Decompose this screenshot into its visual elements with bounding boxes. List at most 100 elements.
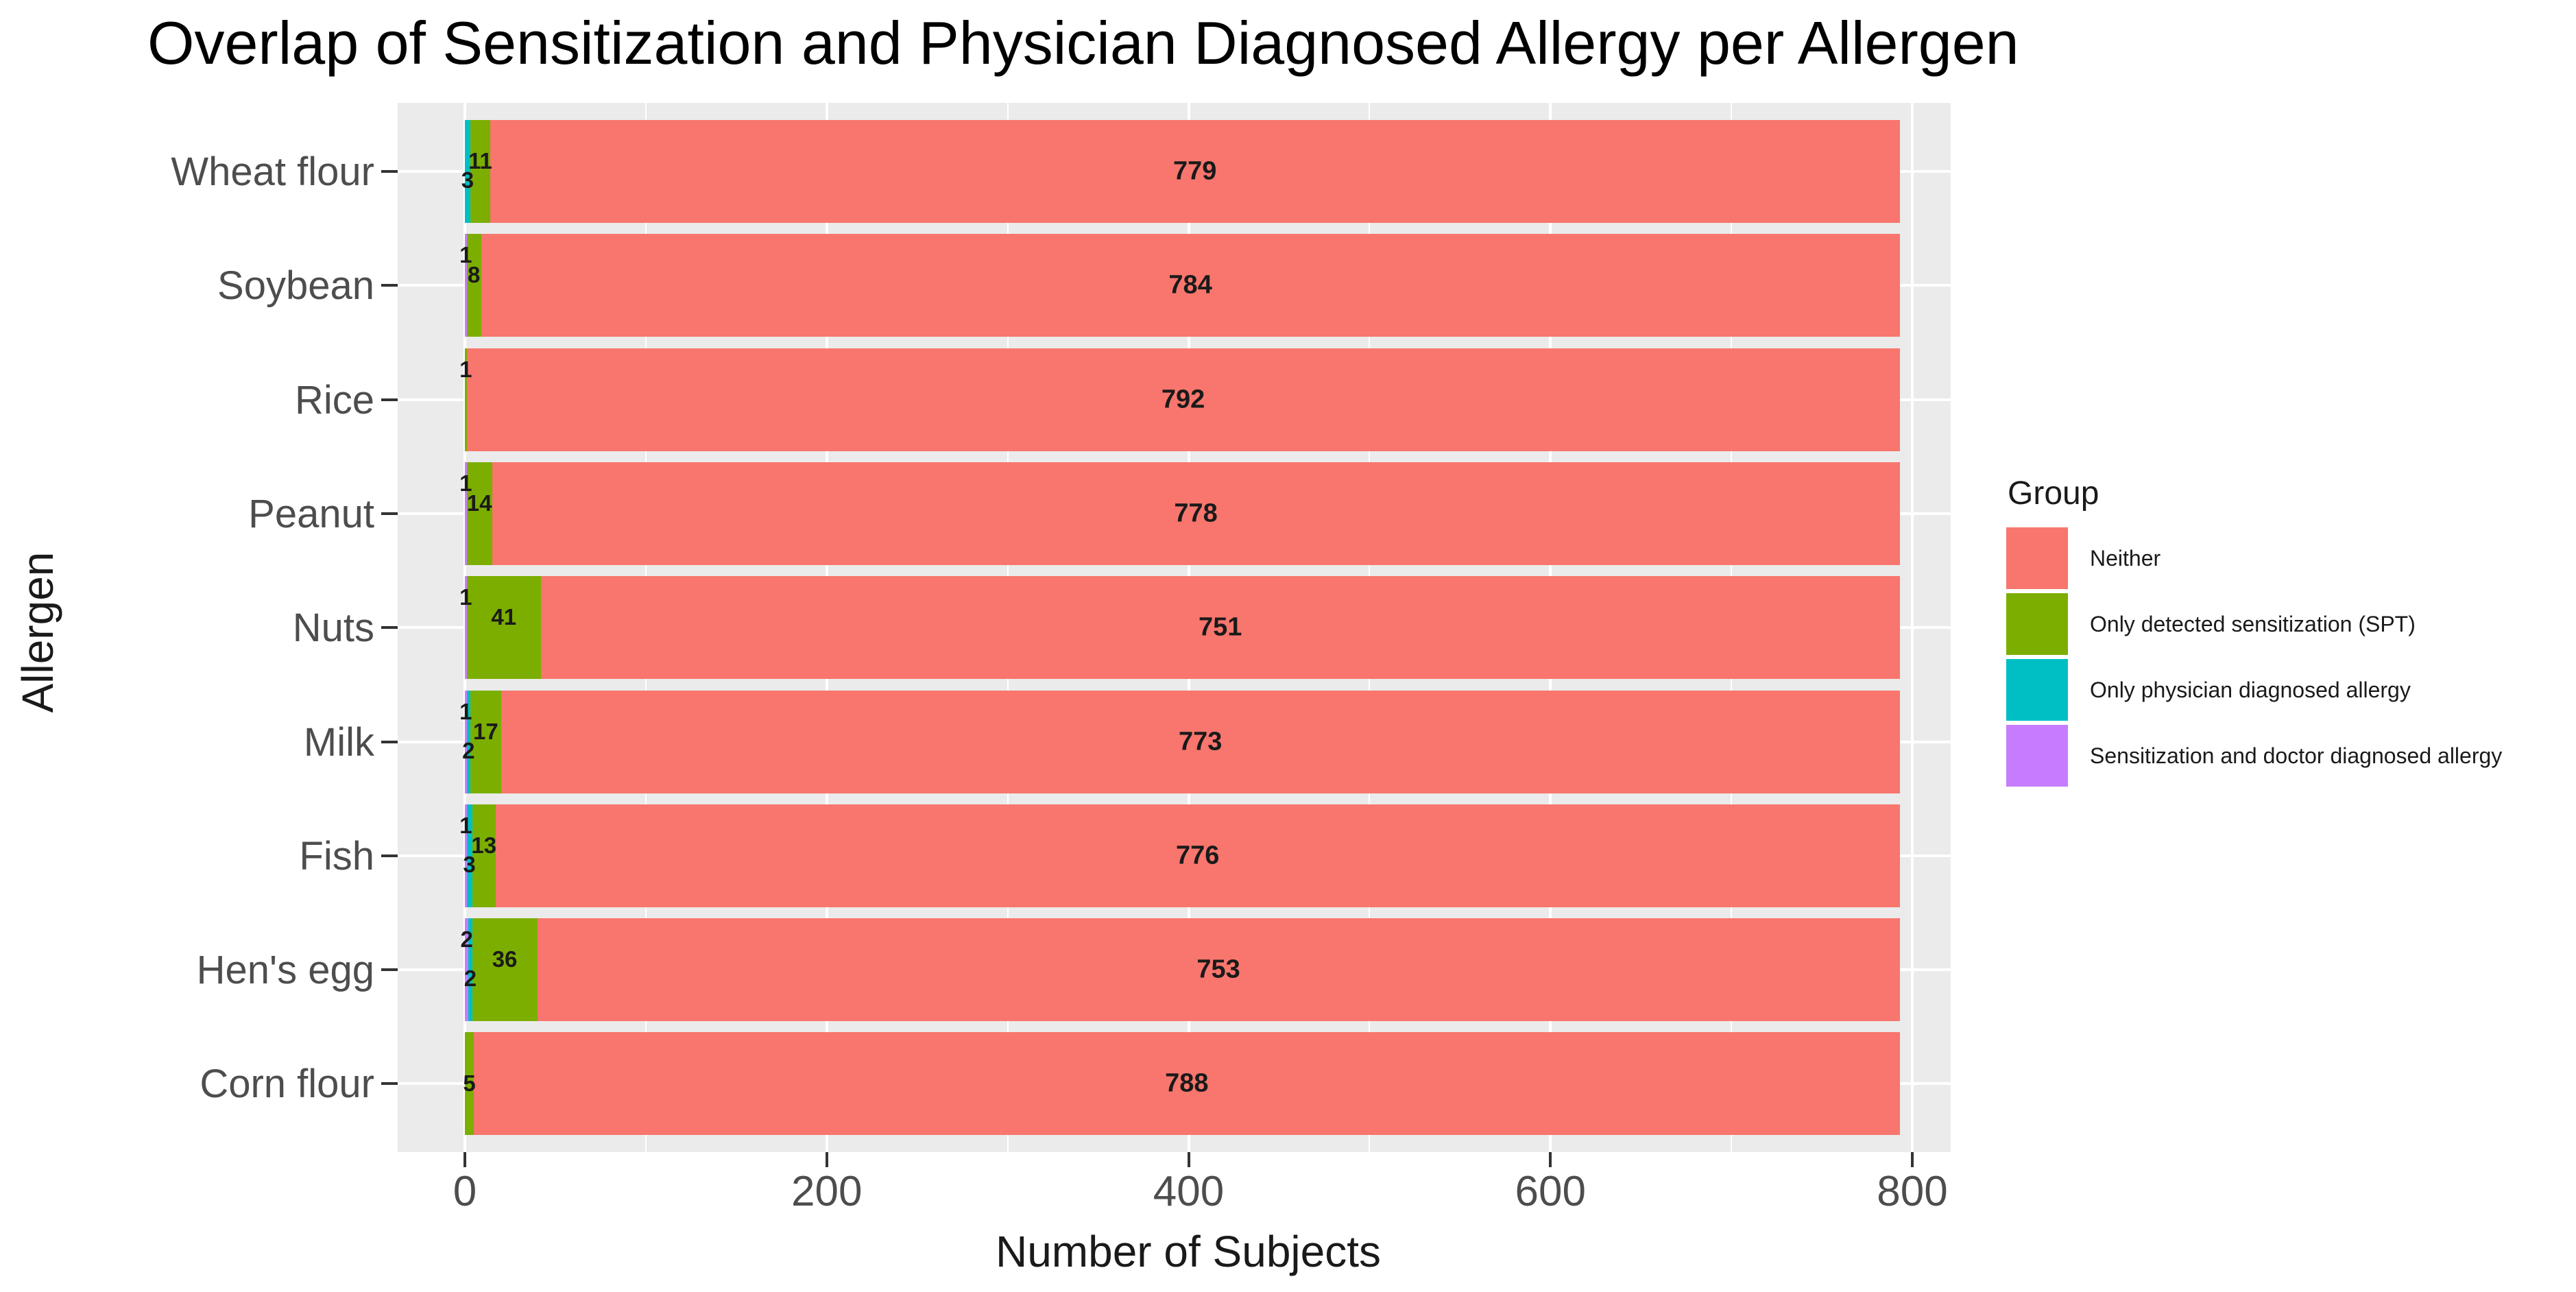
bar-segment-only-detected-sensitization-spt xyxy=(470,120,490,223)
bar-value-label: 788 xyxy=(1165,1068,1209,1098)
bar-value-label: 776 xyxy=(1175,841,1220,870)
legend-item-only-physician-diagnosed-allergy: Only physician diagnosed allergy xyxy=(2006,659,2575,721)
bar-segment-only-detected-sensitization-spt xyxy=(472,918,538,1022)
legend-items: Neither Only detected sensitization (SPT)… xyxy=(2006,527,2575,787)
bar-segment-sensitization-and-doctor-diagnosed-allergy xyxy=(465,462,467,565)
legend-title: Group xyxy=(2008,475,2099,512)
bar-value-label: 36 xyxy=(492,946,518,972)
x-tick-mark xyxy=(825,1152,828,1167)
y-tick-label-rice: Rice xyxy=(294,377,374,422)
bar-value-label: 751 xyxy=(1198,612,1242,642)
bar-segment-neither xyxy=(501,690,1900,793)
bar-value-label: 1 xyxy=(459,356,472,382)
bar-segment-sensitization-and-doctor-diagnosed-allergy xyxy=(465,804,467,907)
bar-segment-sensitization-and-doctor-diagnosed-allergy xyxy=(465,234,467,337)
x-axis-title: Number of Subjects xyxy=(995,1227,1382,1276)
bar-value-label: 13 xyxy=(471,832,497,858)
bar-segment-sensitization-and-doctor-diagnosed-allergy xyxy=(465,690,467,793)
y-tick-label-hen-s-egg: Hen's egg xyxy=(196,948,374,993)
bar-value-label: 11 xyxy=(468,148,492,174)
y-tick-mark xyxy=(381,512,398,515)
bar-value-label: 779 xyxy=(1173,156,1217,186)
x-tick-mark xyxy=(1187,1152,1190,1167)
x-tick-mark xyxy=(464,1152,466,1167)
x-tick-label: 0 xyxy=(453,1168,477,1215)
y-tick-label-fish: Fish xyxy=(299,833,374,878)
bar-value-label: 3 xyxy=(463,851,476,877)
legend-item-label: Only physician diagnosed allergy xyxy=(2090,677,2411,702)
bar-segment-only-detected-sensitization-spt xyxy=(466,462,492,565)
bar-value-label: 792 xyxy=(1161,385,1205,414)
legend: Group Neither Only detected sensitization… xyxy=(2006,475,2575,791)
legend-key-swatch xyxy=(2006,659,2068,721)
bar-value-label: 1 xyxy=(459,242,472,268)
legend-key-swatch xyxy=(2006,593,2068,655)
bar-value-label: 2 xyxy=(464,966,477,992)
bar-segment-only-detected-sensitization-spt xyxy=(466,576,541,680)
y-tick-mark xyxy=(381,1082,398,1086)
bar-value-label: 5 xyxy=(463,1070,476,1097)
bar-segment-sensitization-and-doctor-diagnosed-allergy xyxy=(465,918,469,1022)
y-tick-mark xyxy=(381,968,398,972)
bar-value-label: 1 xyxy=(459,470,472,496)
x-tick-label: 600 xyxy=(1515,1168,1586,1215)
bar-segment-only-detected-sensitization-spt xyxy=(465,348,467,451)
y-tick-mark xyxy=(381,284,398,287)
bar-value-label: 784 xyxy=(1168,270,1212,300)
legend-key-swatch xyxy=(2006,725,2068,787)
bar-segment-only-physician-diagnosed-allergy xyxy=(468,918,472,1022)
y-tick-mark xyxy=(381,740,398,743)
bar-segment-only-physician-diagnosed-allergy xyxy=(465,120,470,223)
y-tick-mark xyxy=(381,170,398,173)
bar-value-label: 753 xyxy=(1196,955,1240,984)
bar-segment-only-physician-diagnosed-allergy xyxy=(466,804,472,907)
bar-segment-neither xyxy=(540,576,1900,680)
legend-item-label: Sensitization and doctor diagnosed aller… xyxy=(2090,743,2503,768)
y-tick-label-peanut: Peanut xyxy=(248,491,374,536)
y-tick-label-wheat-flour: Wheat flour xyxy=(171,149,374,194)
legend-item-neither: Neither xyxy=(2006,527,2575,589)
bar-segment-neither xyxy=(490,120,1900,223)
y-tick-mark xyxy=(381,626,398,630)
bar-value-label: 14 xyxy=(466,490,492,516)
bar-value-label: 3 xyxy=(461,167,474,193)
bar-value-label: 778 xyxy=(1174,499,1218,528)
y-tick-mark xyxy=(381,854,398,857)
bar-segment-only-detected-sensitization-spt xyxy=(472,804,496,907)
bar-segment-sensitization-and-doctor-diagnosed-allergy xyxy=(465,576,467,680)
x-tick-label: 200 xyxy=(791,1168,863,1215)
bar-segment-neither xyxy=(495,804,1900,907)
x-tick-label: 400 xyxy=(1153,1168,1225,1215)
y-axis-title: Allergen xyxy=(13,551,62,713)
bar-segment-only-detected-sensitization-spt xyxy=(470,690,501,793)
bar-segment-only-detected-sensitization-spt xyxy=(466,234,481,337)
bar-value-label: 2 xyxy=(460,926,473,953)
bar-segment-only-detected-sensitization-spt xyxy=(465,1032,474,1136)
bar-segment-neither xyxy=(492,462,1900,565)
bar-value-label: 17 xyxy=(472,718,498,744)
legend-item-label: Neither xyxy=(2090,545,2161,571)
chart-title: Overlap of Sensitization and Physician D… xyxy=(147,9,2019,77)
y-tick-label-soybean: Soybean xyxy=(217,263,374,309)
bar-segment-neither xyxy=(466,348,1900,451)
legend-key-swatch xyxy=(2006,527,2068,589)
bar-value-label: 2 xyxy=(462,737,475,763)
bar-segment-neither xyxy=(474,1032,1900,1136)
bar-value-label: 41 xyxy=(491,604,517,630)
bar-value-label: 1 xyxy=(459,812,472,838)
bar-value-label: 8 xyxy=(468,262,481,288)
bar-segment-neither xyxy=(481,234,1900,337)
plot-panel: 11 3 779 1 8 784 1 792 1 14 778 1 41 751 1 17 2 773 1 13 3 77… xyxy=(398,103,1951,1152)
bar-value-label: 773 xyxy=(1178,727,1223,756)
y-tick-mark xyxy=(381,398,398,401)
x-tick-mark xyxy=(1549,1152,1552,1167)
y-tick-label-milk: Milk xyxy=(303,719,374,765)
y-tick-label-corn-flour: Corn flour xyxy=(200,1062,374,1107)
x-tick-label: 800 xyxy=(1877,1168,1948,1215)
x-tick-mark xyxy=(1911,1152,1914,1167)
bar-segment-only-physician-diagnosed-allergy xyxy=(466,690,470,793)
bar-segment-neither xyxy=(537,918,1900,1022)
legend-item-only-detected-sensitization-spt: Only detected sensitization (SPT) xyxy=(2006,593,2575,655)
y-tick-label-nuts: Nuts xyxy=(292,606,374,651)
